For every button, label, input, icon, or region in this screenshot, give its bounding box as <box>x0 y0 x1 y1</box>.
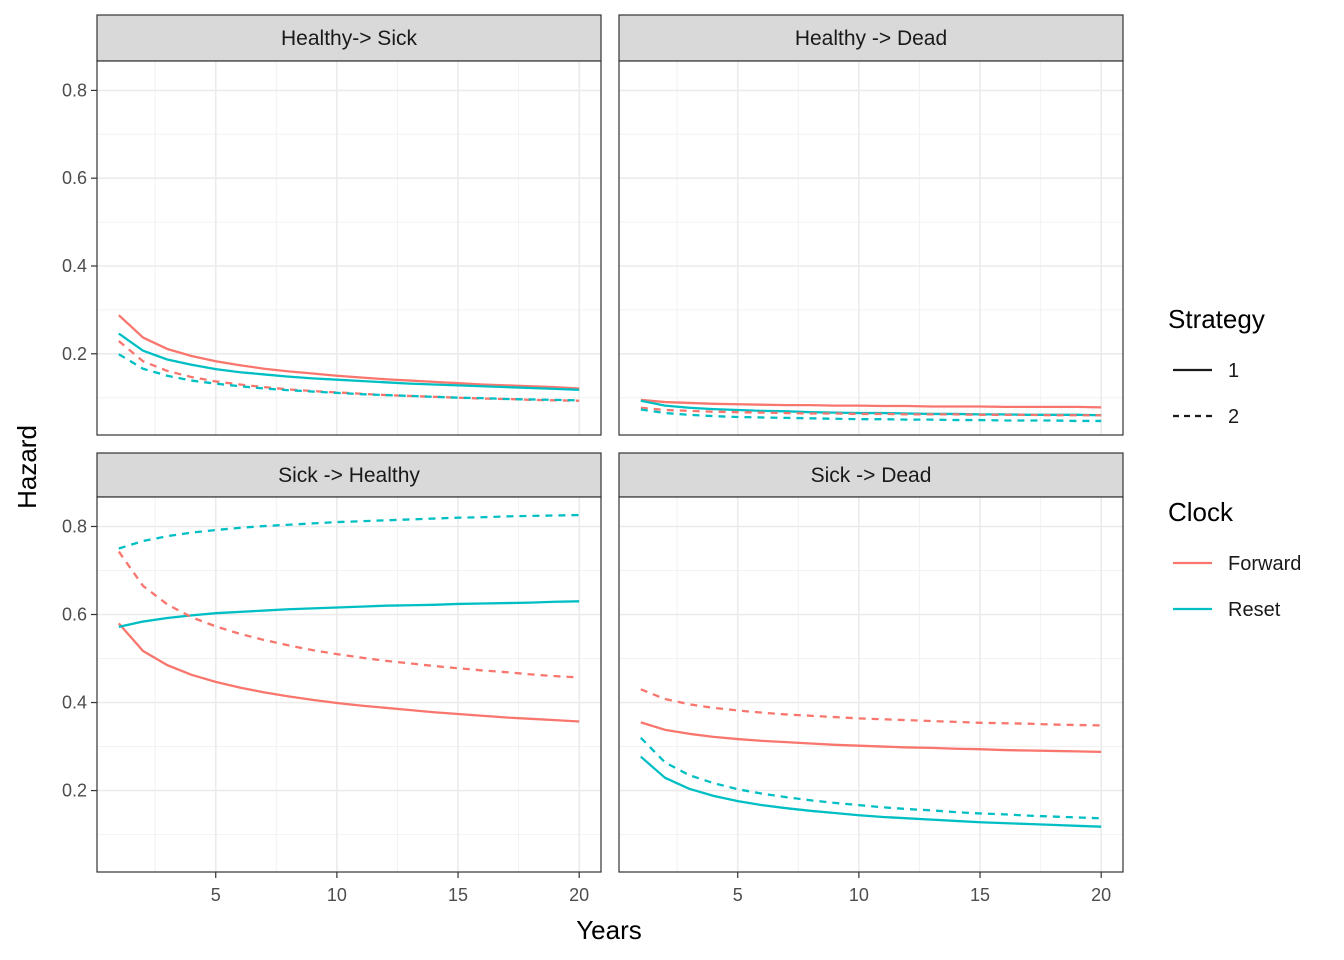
x-tick-label: 10 <box>327 885 347 905</box>
series-line-reset-strategy-2 <box>639 736 1102 820</box>
panel-strip-label: Sick -> Dead <box>811 464 932 487</box>
panel-sick-dead: Sick -> Dead 5 10 15 20 <box>618 452 1124 905</box>
y-tick-label: 0.8 <box>62 80 87 100</box>
x-tick-label: 5 <box>733 885 743 905</box>
panel-background <box>97 61 601 435</box>
y-axis-title-group: Hazard <box>12 425 42 509</box>
panel-sick-healthy: Sick -> Healthy 0.2 0.4 0.6 0.8 5 10 15 20 <box>62 452 602 905</box>
legend-label-clock-forward: Forward <box>1228 553 1301 575</box>
y-tick-label: 0.8 <box>62 516 87 536</box>
x-axis-title: Years <box>576 915 642 945</box>
y-tick-label: 0.2 <box>62 781 87 801</box>
panel-strip <box>96 14 602 62</box>
series-line-forward-strategy-2 <box>118 340 580 402</box>
series-line-reset-strategy-2 <box>118 513 580 550</box>
panel-background <box>97 497 601 872</box>
panel-border <box>96 496 602 873</box>
legend-label-strategy-2: 2 <box>1228 406 1239 428</box>
series-line-forward-strategy-2 <box>640 406 1102 417</box>
panel-border <box>618 60 1124 436</box>
panel-background <box>619 497 1123 872</box>
y-tick-label: 0.4 <box>62 693 87 713</box>
series-line-reset-strategy-1 <box>640 755 1102 828</box>
y-tick-label: 0.6 <box>62 168 87 188</box>
panel-strip <box>96 452 602 498</box>
x-tick-label: 5 <box>211 885 221 905</box>
x-tick-label: 20 <box>569 885 589 905</box>
x-tick-label: 15 <box>448 885 468 905</box>
legend-label-clock-reset: Reset <box>1228 599 1281 621</box>
panel-strip-label: Sick -> Healthy <box>278 464 420 487</box>
panel-strip <box>618 14 1124 62</box>
series-line-reset-strategy-1 <box>118 332 580 391</box>
series-line-forward-strategy-2 <box>117 550 580 679</box>
series-line-forward-strategy-2 <box>640 688 1102 727</box>
y-axis-title: Hazard <box>12 425 42 509</box>
y-tick-label: 0.2 <box>62 344 87 364</box>
series-line-forward-strategy-1 <box>117 622 580 723</box>
legend-label-strategy-1: 1 <box>1228 360 1239 382</box>
x-tick-label: 15 <box>970 885 990 905</box>
series-line-forward-strategy-1 <box>640 721 1102 753</box>
legend: Strategy 1 2 Clock Forward Reset <box>1168 304 1301 621</box>
panel-background <box>619 61 1123 435</box>
legend-title-strategy: Strategy <box>1168 304 1265 334</box>
panel-healthy-dead: Healthy -> Dead <box>618 14 1124 436</box>
y-tick-label: 0.6 <box>62 605 87 625</box>
legend-title-clock: Clock <box>1168 497 1234 527</box>
series-line-forward-strategy-1 <box>640 398 1102 409</box>
x-tick-label: 20 <box>1091 885 1111 905</box>
facet-panels: Healthy-> Sick 0.2 0.4 0.6 0.8 Healthy -> Dea… <box>62 14 1124 905</box>
x-tick-label: 10 <box>849 885 869 905</box>
panel-strip <box>618 452 1124 498</box>
series-line-forward-strategy-1 <box>118 314 580 390</box>
panel-strip-label: Healthy -> Dead <box>795 27 947 50</box>
y-tick-label: 0.4 <box>62 256 87 276</box>
panel-strip-label: Healthy-> Sick <box>281 27 417 50</box>
panel-border <box>618 496 1124 873</box>
series-line-reset-strategy-1 <box>118 600 580 628</box>
panel-border <box>96 60 602 436</box>
x-axis-title-group: Years <box>576 915 642 945</box>
series-line-reset-strategy-2 <box>118 353 580 402</box>
panel-healthy-sick: Healthy-> Sick 0.2 0.4 0.6 0.8 <box>62 14 602 436</box>
